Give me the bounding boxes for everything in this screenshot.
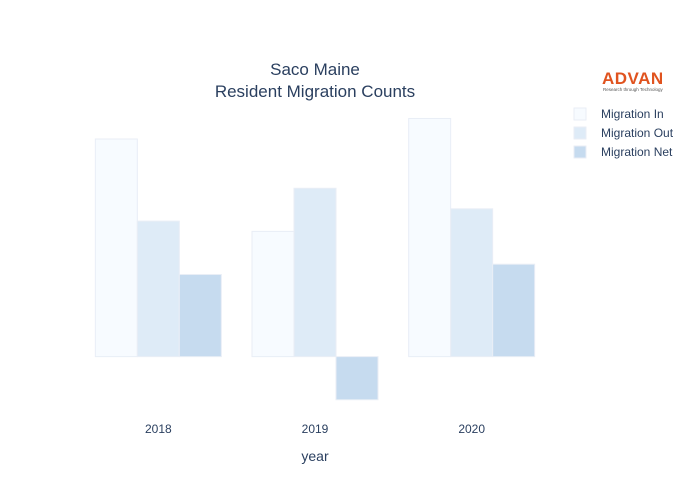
legend-label: Migration Net (601, 145, 673, 159)
chart-title: Saco Maine Resident Migration Counts (215, 60, 415, 101)
logo-text: ADVAN (602, 69, 664, 88)
bars-layer (94, 117, 536, 401)
chart-title-line-2: Resident Migration Counts (215, 82, 415, 101)
bar-migration-net-2018[interactable] (178, 274, 222, 358)
x-tick-label-2018: 2018 (145, 422, 172, 436)
bar-migration-in-2020[interactable] (408, 117, 452, 358)
bar-migration-net-2019[interactable] (335, 356, 379, 401)
logo-tagline: Research through Technology (603, 87, 663, 92)
legend-item-migration-net[interactable]: Migration Net (573, 145, 673, 159)
x-axis-title: year (301, 448, 329, 464)
legend-swatch (573, 145, 587, 159)
bar-migration-net-2020[interactable] (492, 263, 536, 358)
x-tick-label-2019: 2019 (302, 422, 329, 436)
bar-migration-out-2018[interactable] (136, 220, 180, 358)
bar-migration-out-2019[interactable] (293, 187, 337, 358)
legend-swatch (573, 107, 587, 121)
legend-item-migration-in[interactable]: Migration In (573, 107, 664, 121)
legend-label: Migration Out (601, 126, 674, 140)
legend-item-migration-out[interactable]: Migration Out (573, 126, 674, 140)
bar-migration-in-2019[interactable] (251, 230, 295, 358)
legend[interactable]: Migration In Migration Out Migration Net (573, 107, 674, 159)
legend-label: Migration In (601, 107, 664, 121)
x-tick-label-2020: 2020 (458, 422, 485, 436)
bar-migration-out-2020[interactable] (450, 208, 494, 358)
advan-logo: ADVAN Research through Technology (602, 69, 664, 92)
x-axis-ticks: 2018 2019 2020 (145, 422, 485, 436)
legend-swatch (573, 126, 587, 140)
chart-title-line-1: Saco Maine (270, 60, 360, 79)
bar-migration-in-2018[interactable] (94, 138, 138, 358)
